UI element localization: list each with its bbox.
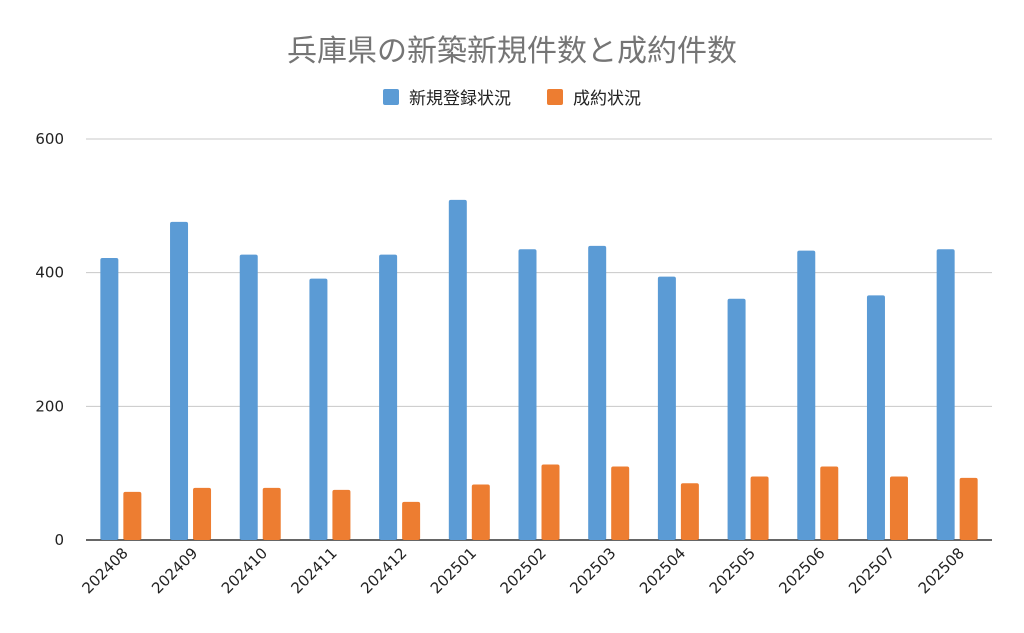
legend-label-registrations: 新規登録状況: [409, 89, 511, 109]
bar-contracts: [332, 489, 351, 540]
bar-contracts: [541, 464, 560, 540]
bar-registrations: [170, 221, 189, 540]
legend-item-registrations: 新規登録状況: [383, 84, 511, 109]
bar-registrations: [727, 298, 746, 540]
y-tick-label: 600: [35, 130, 64, 148]
bar-contracts: [820, 466, 839, 540]
bar-contracts: [750, 476, 769, 540]
bar-registrations: [657, 276, 676, 540]
x-tick-label: 202503: [566, 544, 619, 597]
legend-label-contracts: 成約状況: [573, 89, 641, 109]
legend-swatch-registrations: [383, 88, 399, 105]
bar-contracts: [471, 484, 490, 540]
x-tick-label: 202409: [148, 544, 201, 597]
bar-contracts: [123, 491, 142, 540]
x-tick-label: 202408: [78, 544, 131, 597]
bar-registrations: [588, 245, 607, 540]
bar-contracts: [262, 487, 281, 540]
bar-registrations: [797, 250, 816, 540]
bar-contracts: [959, 477, 978, 540]
x-tick-label: 202507: [845, 544, 898, 597]
x-tick-label: 202410: [218, 544, 271, 597]
bar-contracts: [193, 487, 212, 540]
x-tick-label: 202506: [775, 544, 828, 597]
x-tick-label: 202502: [497, 544, 550, 597]
legend-swatch-contracts: [547, 88, 563, 105]
bar-registrations: [239, 254, 258, 540]
x-tick-label: 202508: [915, 544, 968, 597]
x-tick-label: 202504: [636, 544, 689, 597]
x-tick-label: 202411: [288, 544, 341, 597]
bar-contracts: [402, 501, 421, 540]
bar-registrations: [448, 199, 467, 540]
legend: 新規登録状況 成約状況: [0, 84, 1024, 109]
x-tick-label: 202412: [357, 544, 410, 597]
bar-registrations: [866, 295, 885, 540]
bar-registrations: [309, 278, 328, 540]
chart-title: 兵庫県の新築新規件数と成約件数: [287, 34, 737, 69]
bar-contracts: [611, 466, 630, 540]
bar-registrations: [518, 249, 537, 540]
bar-contracts: [680, 483, 699, 540]
bar-registrations: [379, 254, 398, 540]
y-tick-label: 200: [35, 397, 64, 415]
x-tick-label: 202505: [706, 544, 759, 597]
y-tick-label: 400: [35, 264, 64, 282]
bar-registrations: [936, 249, 955, 540]
bar-contracts: [889, 476, 908, 540]
y-tick-label: 0: [54, 531, 64, 549]
legend-item-contracts: 成約状況: [547, 84, 641, 109]
bar-registrations: [100, 257, 119, 540]
x-tick-label: 202501: [427, 544, 480, 597]
